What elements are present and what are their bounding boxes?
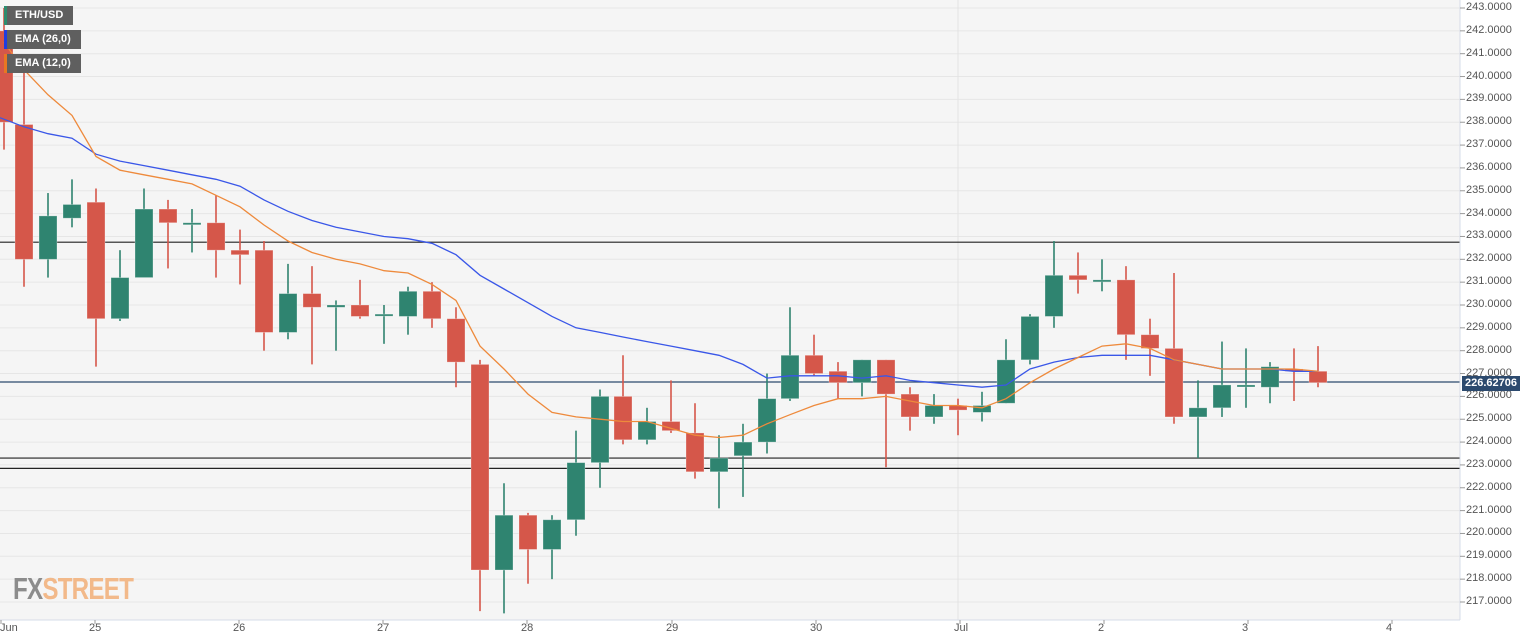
legend-swatch (4, 54, 7, 73)
y-tick-label: 239.0000 (1466, 92, 1512, 105)
x-tick-label: Jul (954, 622, 969, 634)
x-tick-label: Jun (0, 622, 18, 634)
x-tick-label: 29 (666, 622, 679, 634)
ema-lines (0, 41, 1319, 439)
y-tick-label: 229.0000 (1466, 320, 1512, 333)
horizontal-levels (0, 241, 1460, 469)
x-tick-label: 30 (810, 622, 823, 634)
y-tick-label: 237.0000 (1466, 138, 1512, 151)
y-tick-label: 241.0000 (1466, 46, 1512, 59)
legend-swatch (4, 30, 7, 49)
fxstreet-logo: FXSTREET (13, 571, 134, 607)
legend-label: EMA (12,0) (15, 57, 71, 69)
x-tick-label: 25 (89, 622, 102, 634)
legend-ema12[interactable]: EMA (12,0) (4, 54, 81, 73)
y-tick-label: 236.0000 (1466, 160, 1512, 173)
y-tick-label: 221.0000 (1466, 503, 1512, 516)
y-tick-label: 232.0000 (1466, 252, 1512, 265)
legend-label: ETH/USD (15, 9, 64, 21)
y-tick-label: 225.0000 (1466, 412, 1512, 425)
grid-lines (0, 7, 1460, 603)
candles (0, 8, 1328, 614)
y-tick-label: 228.0000 (1466, 343, 1512, 356)
y-tick-label: 242.0000 (1466, 23, 1512, 36)
current-price-tag: 226.62706 (1462, 376, 1520, 391)
y-tick-label: 218.0000 (1466, 572, 1512, 585)
x-tick-label: 3 (1242, 622, 1249, 634)
y-tick-label: 233.0000 (1466, 229, 1512, 242)
x-tick-label: 2 (1098, 622, 1105, 634)
y-tick-label: 243.0000 (1466, 1, 1512, 13)
logo-fx: FX (13, 571, 43, 606)
y-tick-label: 220.0000 (1466, 526, 1512, 539)
y-tick-label: 223.0000 (1466, 457, 1512, 470)
y-tick-label: 222.0000 (1466, 480, 1512, 493)
y-tick-label: 217.0000 (1466, 594, 1512, 607)
y-tick-label: 231.0000 (1466, 275, 1512, 288)
y-tick-label: 235.0000 (1466, 183, 1512, 196)
y-tick-label: 219.0000 (1466, 549, 1512, 562)
axis-ticks (0, 7, 1465, 624)
y-tick-label: 238.0000 (1466, 115, 1512, 128)
y-tick-label: 230.0000 (1466, 297, 1512, 310)
legend-ethusd[interactable]: ETH/USD (4, 6, 74, 25)
y-tick-label: 224.0000 (1466, 435, 1512, 448)
plot-area[interactable] (0, 0, 1460, 620)
x-tick-label: 26 (233, 622, 246, 634)
legend-label: EMA (26,0) (15, 33, 71, 45)
y-tick-label: 234.0000 (1466, 206, 1512, 219)
y-tick-label: 227.0000 (1466, 366, 1512, 379)
y-tick-label: 240.0000 (1466, 69, 1512, 82)
x-tick-label: 28 (521, 622, 534, 634)
legend-ema26[interactable]: EMA (26,0) (4, 30, 81, 49)
legend-swatch (4, 6, 7, 25)
y-tick-label: 226.0000 (1466, 389, 1512, 402)
logo-street: STREET (42, 571, 134, 606)
x-tick-label: 4 (1386, 622, 1393, 634)
x-tick-label: 27 (377, 622, 390, 634)
